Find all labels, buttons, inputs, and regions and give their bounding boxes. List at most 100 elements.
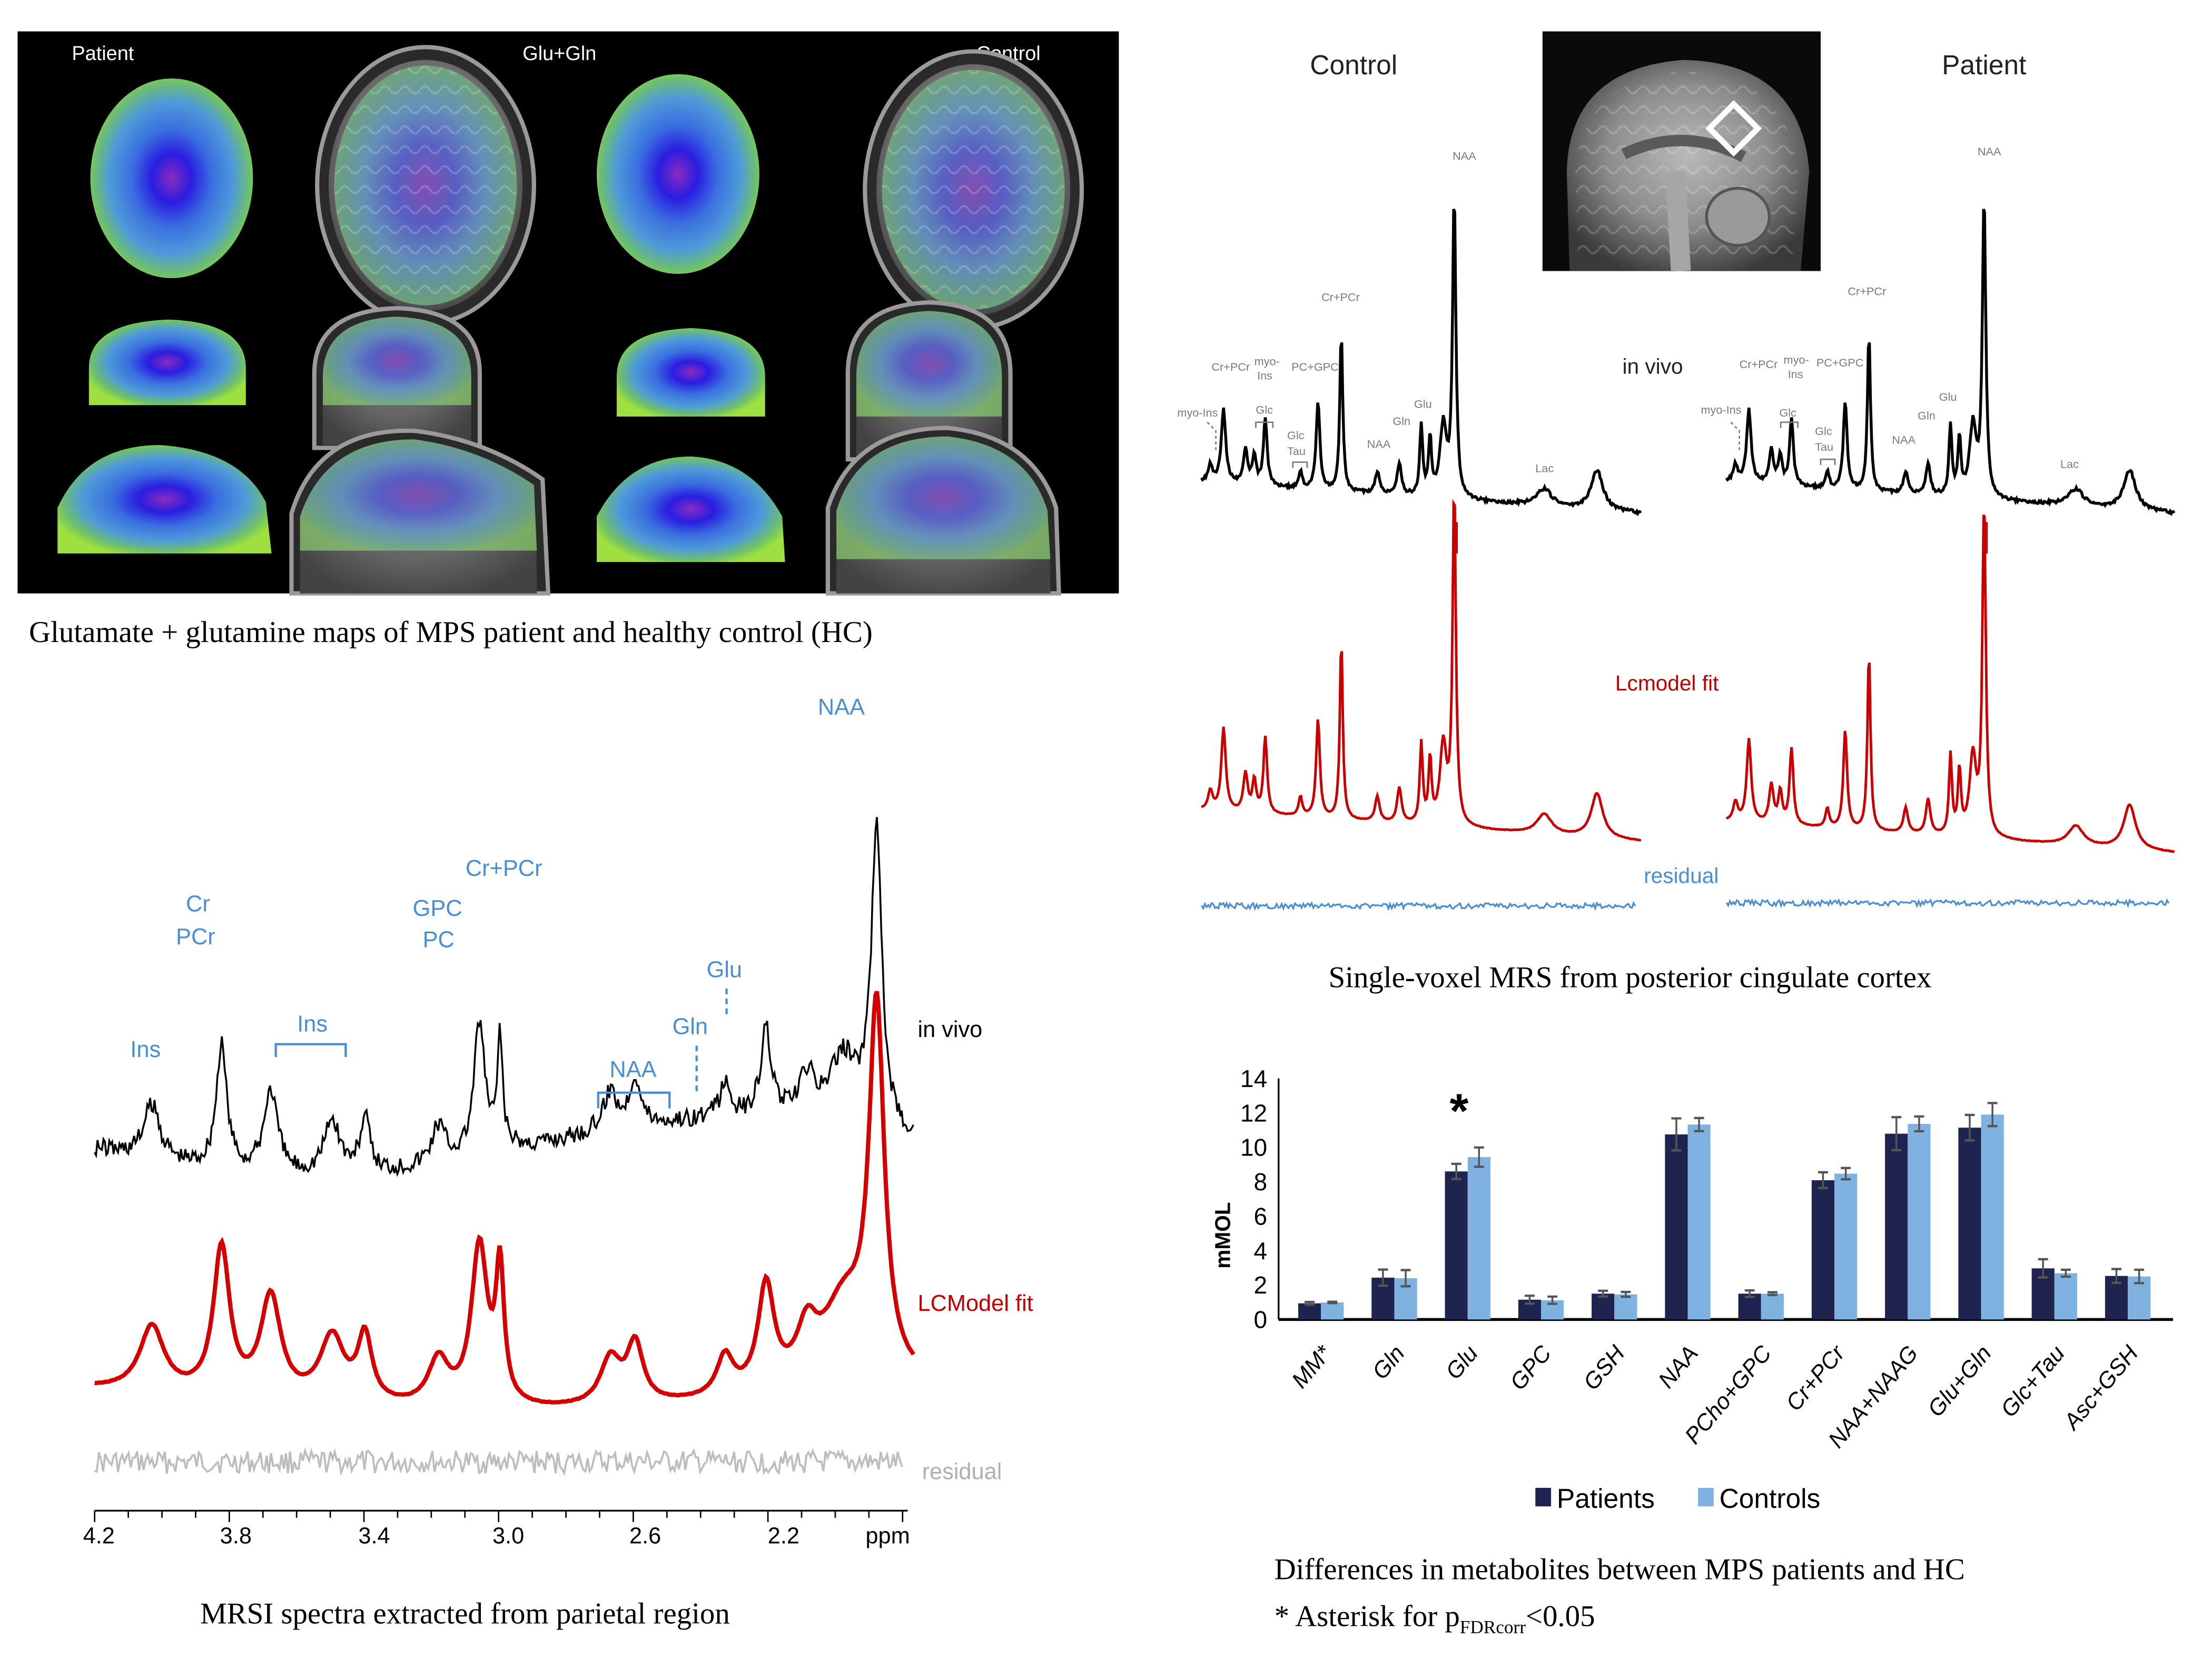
legend-label-patients: Patients — [1557, 1483, 1655, 1514]
mrsi-label-glu: Glu — [707, 957, 742, 982]
bar-patients — [1592, 1293, 1615, 1320]
svs-in-vivo-label: in vivo — [1622, 354, 1683, 379]
caption-suffix: <0.05 — [1526, 1600, 1595, 1633]
svs-fit-label: Lcmodel fit — [1615, 671, 1719, 695]
mrsi-in-vivo-label: in vivo — [917, 1017, 982, 1042]
mrsi-label-gpc: GPC — [413, 896, 462, 921]
peak-label-pc-gpc: PC+GPC — [1291, 360, 1339, 373]
bar-controls — [2054, 1273, 2077, 1320]
y-tick-label: 2 — [1253, 1271, 1267, 1299]
peak-label-myo-ins: myo-Ins — [1177, 406, 1218, 419]
peak-label-cr-pcr-small: Cr+PCr — [1740, 358, 1778, 371]
bar-patients — [1298, 1303, 1321, 1320]
legend-swatch-controls — [1698, 1487, 1714, 1507]
mrsi-label-cr-pcr: Cr+PCr — [466, 856, 542, 881]
x-tick-label: Gln — [1368, 1341, 1410, 1385]
bracket-glc — [1255, 421, 1274, 428]
peak-label-naa: NAA — [1453, 149, 1476, 162]
peak-label-lac: Lac — [2060, 457, 2079, 470]
peak-label-glc-tau-top: Glc — [1287, 429, 1305, 442]
svs-residual-label: residual — [1644, 864, 1719, 888]
mrsi-residual-spectrum — [94, 1447, 903, 1477]
peak-label-glu: Glu — [1414, 398, 1432, 411]
bar-patients — [1665, 1134, 1688, 1320]
svs-control-spectra — [1200, 209, 1642, 912]
lcmodel-fit-spectrum — [1725, 514, 2175, 853]
bar-patients — [1445, 1171, 1468, 1320]
peak-label-gln: Gln — [1393, 414, 1410, 428]
maps-label-patient: Patient — [72, 43, 134, 65]
svs-brackets — [1207, 421, 1836, 468]
bracket-glc — [1780, 421, 1799, 428]
panel-a-brain-maps: Patient Glu+Gln Control — [17, 31, 1119, 649]
x-tick-label: MM* — [1287, 1340, 1337, 1393]
peak-label-glu: Glu — [1939, 390, 1957, 403]
peak-label-glc: Glc — [1256, 403, 1273, 416]
patient-sagittal-map — [57, 445, 272, 554]
mrsi-label-cr: Cr — [186, 892, 210, 917]
residual-spectrum — [1201, 901, 1636, 912]
peak-label-lac: Lac — [1535, 462, 1554, 475]
control-coronal-overlay — [845, 300, 1013, 462]
y-tick-label: 0 — [1253, 1306, 1267, 1334]
panel-b-caption: Single-voxel MRS from posterior cingulat… — [1329, 961, 1932, 994]
mrsi-label-ins: Ins — [130, 1037, 161, 1062]
bar-controls — [1981, 1114, 2004, 1320]
tick-label: 4.2 — [83, 1524, 115, 1549]
mrsi-peak-labels: Ins Cr PCr Ins GPC PC Cr+PCr NAA Gln Glu… — [130, 695, 865, 1082]
bracket-myo-ins — [1207, 421, 1217, 451]
bar-controls — [1908, 1123, 1931, 1320]
maps-coronal-row — [88, 300, 1013, 462]
patient-coronal-map — [88, 319, 246, 406]
control-sagittal-map — [597, 456, 785, 562]
x-tick-label: GSH — [1578, 1340, 1630, 1395]
peak-label-myo-bottom: Ins — [1257, 369, 1272, 382]
mrsi-residual-label: residual — [922, 1459, 1002, 1485]
mrsi-fit-label: LCModel fit — [917, 1291, 1033, 1316]
control-axial-overlay — [863, 49, 1084, 331]
peak-label-myo-ins: myo-Ins — [1701, 403, 1741, 416]
y-tick-label: 8 — [1253, 1168, 1267, 1196]
peak-label-pc-gpc: PC+GPC — [1816, 356, 1864, 369]
chart-legend: Patients Controls — [1535, 1483, 1820, 1514]
mrsi-x-tick-labels: 4.2 3.8 3.4 3.0 2.6 2.2 ppm — [83, 1524, 910, 1549]
voxel-marker — [1705, 100, 1762, 157]
bar-patients — [1958, 1128, 1981, 1320]
panel-c-mrsi-spectra: Ins Cr PCr Ins GPC PC Cr+PCr NAA Gln Glu… — [83, 695, 1033, 1630]
control-sagittal-overlay — [825, 426, 1061, 596]
bracket-naa — [597, 1091, 671, 1109]
bar-controls — [1321, 1302, 1344, 1320]
y-tick-label: 6 — [1253, 1202, 1267, 1230]
mrsi-label-pc: PC — [423, 927, 455, 952]
peak-label-gln: Gln — [1918, 409, 1935, 422]
mrsi-label-gln: Gln — [673, 1014, 708, 1040]
x-tick-label: NAA — [1654, 1341, 1703, 1393]
in-vivo-spectrum — [1200, 209, 1642, 517]
patient-axial-map — [90, 78, 253, 279]
y-tick-label: 10 — [1240, 1134, 1267, 1161]
bar-controls — [1834, 1173, 1858, 1320]
x-tick-label: Cr+PCr — [1781, 1340, 1850, 1416]
lcmodel-fit-spectrum — [1200, 499, 1642, 842]
control-coronal-map — [616, 328, 765, 417]
peak-label-naa-small: NAA — [1367, 437, 1391, 450]
patient-sagittal-overlay — [289, 428, 551, 596]
mrsi-lcmodel-fit-spectrum — [94, 991, 915, 1405]
patient-axial-overlay — [315, 45, 536, 326]
x-tick-label: Glu+Gln — [1923, 1341, 1997, 1422]
legend-swatch-patients — [1535, 1487, 1552, 1507]
panel-d-caption-line2: * Asterisk for pFDRcorr<0.05 — [1275, 1600, 1595, 1638]
maps-label-glu-gln: Glu+Gln — [522, 43, 596, 65]
y-tick-label: 4 — [1253, 1237, 1267, 1265]
peak-label-myo-bottom: Ins — [1788, 368, 1803, 381]
peak-label-naa: NAA — [1978, 145, 2001, 158]
peak-label-glc-tau-bottom: Tau — [1287, 445, 1306, 458]
panel-b-single-voxel-mrs: Control Patient in vivo Lcmodel fit resi… — [1177, 31, 2176, 994]
sagittal-mri-thumbnail — [1542, 31, 1821, 272]
svs-patient-peak-labels: NAA Cr+PCr Cr+PCr myo- Ins PC+GPC myo-In… — [1701, 145, 2079, 470]
tick-label: 2.2 — [768, 1524, 799, 1549]
svs-patient-title: Patient — [1942, 50, 2026, 80]
bracket-glc-tau — [1820, 458, 1836, 465]
